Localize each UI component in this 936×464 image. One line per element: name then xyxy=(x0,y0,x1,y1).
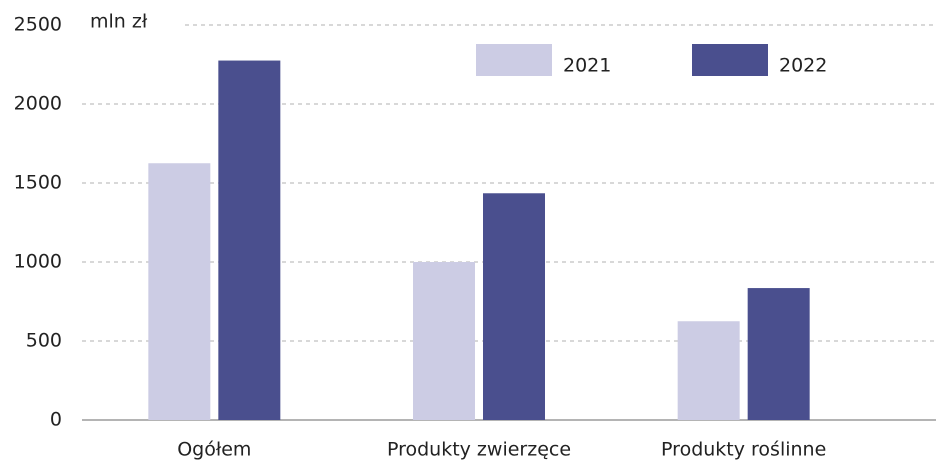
legend-label: 2022 xyxy=(779,55,827,77)
x-tick-label: Ogółem xyxy=(177,439,251,461)
y-tick-label: 0 xyxy=(50,409,62,431)
bar xyxy=(413,262,475,420)
y-tick-label: 2000 xyxy=(14,93,62,115)
y-axis-unit: mln zł xyxy=(90,11,148,33)
y-tick-label: 1000 xyxy=(14,251,62,273)
bar xyxy=(677,321,740,420)
x-tick-label: Produkty zwierzęce xyxy=(387,439,571,461)
y-tick-label: 500 xyxy=(26,330,62,352)
bar xyxy=(218,60,281,421)
bar xyxy=(148,163,211,420)
bar xyxy=(747,288,810,420)
legend-swatch xyxy=(692,44,768,76)
bar xyxy=(483,193,545,420)
legend-label: 2021 xyxy=(563,55,611,77)
x-tick-label: Produkty roślinne xyxy=(661,439,826,461)
legend-swatch xyxy=(476,44,552,76)
y-tick-label: 2500 xyxy=(14,14,62,36)
y-tick-label: 1500 xyxy=(14,172,62,194)
